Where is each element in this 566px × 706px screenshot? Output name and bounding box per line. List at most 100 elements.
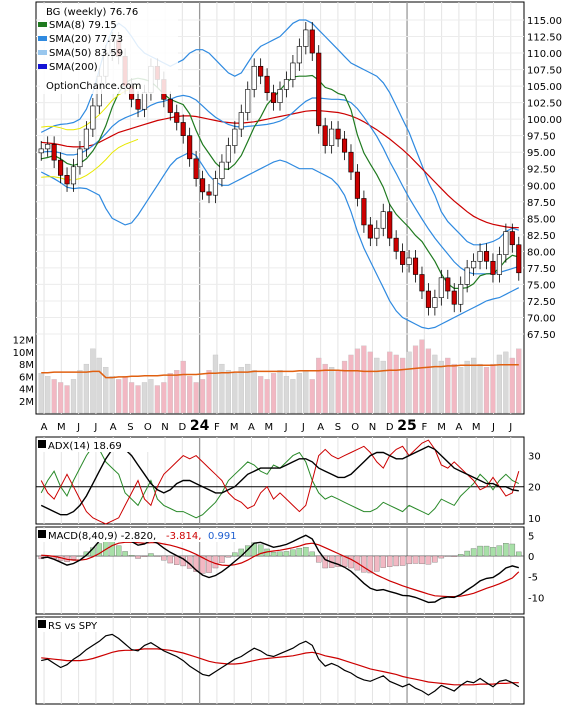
adx-tick-label: 30 [528, 452, 541, 463]
month-tick-label: A [455, 422, 462, 433]
rs-line [41, 633, 520, 696]
legend-swatch-sma20 [38, 36, 47, 41]
candle-body [348, 151, 354, 173]
price-tick-label: 115.00 [527, 16, 562, 27]
candle-body [167, 99, 173, 113]
price-tick-label: 82.50 [527, 231, 556, 242]
volume-bar [206, 370, 212, 414]
legend-swatch-sma50 [38, 50, 47, 55]
candle-body [341, 138, 348, 153]
candle-body [490, 260, 496, 275]
volume-bar [135, 385, 141, 414]
rs-title: RS vs SPY [48, 621, 98, 632]
macd-histogram-bar [219, 555, 225, 563]
price-tick-label: 87.50 [527, 198, 556, 209]
adx-title-swatch [38, 440, 46, 448]
macd-histogram-bar [490, 547, 496, 557]
macd-histogram-bar [503, 543, 509, 557]
volume-bar [335, 370, 341, 414]
volume-bar [154, 385, 160, 414]
macd-histogram-bar [361, 555, 367, 573]
macd-histogram-bar [193, 555, 199, 572]
candle-body [438, 277, 444, 298]
rs-average-line [41, 648, 519, 686]
rs-panel-frame [35, 616, 525, 705]
volume-bar [174, 370, 180, 414]
candle-body [193, 158, 199, 179]
macd-histogram-bar [232, 552, 238, 557]
month-tick-label: S [335, 422, 341, 433]
volume-bar [419, 339, 425, 414]
macd-histogram-bar [283, 551, 290, 557]
legend-swatch-sma8 [38, 22, 47, 27]
legend-item-sma20: SMA(20) 77.73 [38, 34, 123, 45]
month-tick-label: M [264, 422, 273, 433]
volume-bar [161, 382, 167, 414]
volume-bar [264, 379, 270, 414]
volume-bar [438, 360, 444, 414]
volume-bar [316, 357, 322, 414]
month-tick-label: 24 [190, 418, 210, 434]
sma20-line [41, 94, 519, 275]
volume-bar [354, 348, 361, 414]
candle-body [483, 251, 490, 262]
macd-histogram-bar [96, 543, 103, 557]
legend-label-sma8: SMA(8) 79.15 [49, 20, 117, 31]
adx-minus-di-line [40, 439, 520, 525]
candle-body [90, 105, 96, 130]
volume-bar [458, 367, 464, 414]
volume-tick-label: 8M [19, 360, 34, 371]
macd-histogram-bar [412, 555, 419, 564]
volume-bar [361, 345, 367, 414]
rs-title-bg [38, 619, 110, 632]
candle-body [187, 135, 193, 160]
month-tick-label: D [386, 422, 394, 433]
volume-bar [245, 363, 251, 414]
macd-histogram-bar [516, 551, 522, 557]
volume-bar [393, 354, 399, 414]
volume-bar [490, 363, 496, 414]
volume-bar [193, 382, 199, 414]
macd-tick-label: 5 [528, 531, 534, 542]
macd-histogram-bar [374, 555, 380, 572]
month-tick-label: O [351, 422, 359, 433]
macd-histogram-bar [296, 547, 303, 557]
candle-body [367, 224, 373, 239]
macd-signal-value: -3.814, [166, 531, 201, 542]
volume-bar [270, 373, 277, 414]
price-tick-label: 80.00 [527, 247, 556, 258]
price-tick-label: 100.00 [527, 115, 562, 126]
month-tick-label: S [127, 422, 133, 433]
bollinger-lower-line [40, 151, 520, 330]
adx-tick-label: 10 [528, 514, 541, 525]
candle-body [38, 148, 44, 154]
volume-bar [122, 376, 128, 414]
macd-histogram-bar [148, 553, 154, 557]
macd-title-swatch [38, 530, 46, 538]
volume-bar [238, 367, 244, 414]
candle-body [258, 65, 264, 77]
candle-body [174, 112, 180, 123]
candle-body [219, 161, 225, 179]
macd-histogram-bar [77, 555, 83, 557]
volume-bar [277, 370, 283, 414]
price-tick-label: 70.00 [527, 313, 556, 324]
volume-bar [303, 370, 309, 414]
volume-bar [290, 379, 296, 414]
volume-bar [367, 351, 373, 414]
volume-tick-label: 4M [19, 385, 34, 396]
volume-bar [187, 376, 193, 414]
adx-title-bg [38, 439, 150, 452]
gridlines [36, 2, 524, 704]
macd-histogram-bar [315, 555, 322, 563]
legend-label-sma200: SMA(200) [49, 62, 98, 73]
month-tick-label: N [161, 422, 168, 433]
month-tick-label: M [472, 422, 481, 433]
rs-series [41, 633, 520, 696]
month-tick-label: J [508, 422, 512, 433]
month-tick-label: M [437, 422, 446, 433]
macd-histogram-bar [509, 543, 516, 557]
price-tick-label: 92.50 [527, 165, 556, 176]
volume-bar [64, 385, 70, 414]
month-tick-label: O [144, 422, 152, 433]
